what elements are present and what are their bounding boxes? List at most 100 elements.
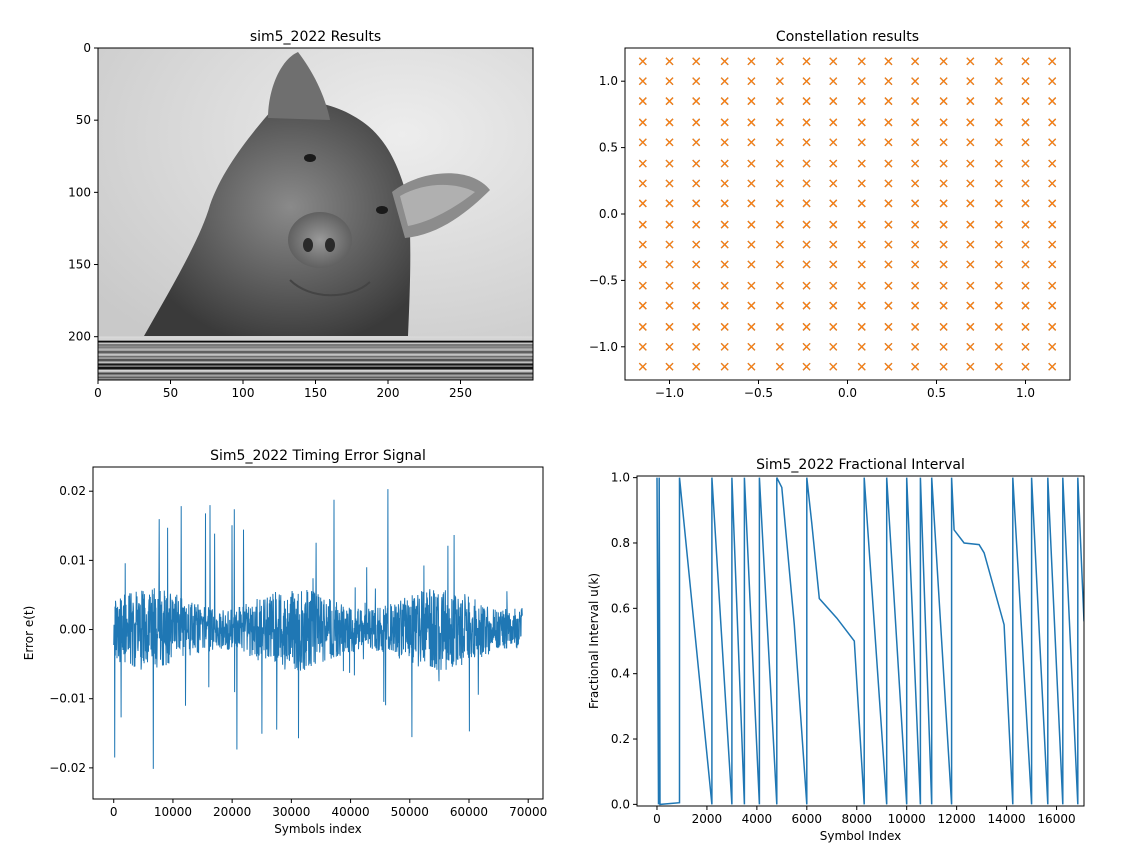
constellation-point [911, 301, 920, 310]
x-tick-label: 4000 [742, 812, 773, 826]
constellation-point [857, 301, 866, 310]
y-tick-label: 1.0 [611, 471, 630, 485]
constellation-point [911, 240, 920, 249]
constellation-point [692, 77, 701, 86]
y-tick-label: 150 [68, 258, 91, 272]
constellation-point [911, 281, 920, 290]
noise-stripe [98, 353, 533, 356]
constellation-point [966, 260, 975, 269]
constellation-point [994, 260, 1003, 269]
constellation-point [692, 179, 701, 188]
y-axis-label: Fractional Interval u(k) [587, 573, 601, 709]
constellation-point [857, 179, 866, 188]
constellation-point [829, 260, 838, 269]
noise-stripe [98, 366, 533, 370]
constellation-point [638, 77, 647, 86]
constellation-point [939, 220, 948, 229]
constellation-point [665, 118, 674, 127]
constellation-point [802, 118, 811, 127]
y-tick-label: 50 [76, 113, 91, 127]
constellation-point [1021, 260, 1030, 269]
constellation-point [1048, 260, 1057, 269]
constellation-point [638, 301, 647, 310]
constellation-point [747, 322, 756, 331]
constellation-point [1048, 179, 1057, 188]
constellation-point [1021, 57, 1030, 66]
noise-stripe [98, 376, 533, 378]
noise-stripe [98, 361, 533, 363]
constellation-point [692, 220, 701, 229]
constellation-point [911, 159, 920, 168]
constellation-point [1048, 362, 1057, 371]
pig-eye [376, 206, 388, 214]
constellation-point [829, 179, 838, 188]
constellation-point [692, 342, 701, 351]
constellation-point [829, 159, 838, 168]
noise-stripe [98, 350, 533, 354]
constellation-point [802, 362, 811, 371]
constellation-point [966, 77, 975, 86]
constellation-point [638, 342, 647, 351]
constellation-point [994, 240, 1003, 249]
constellation-point [1021, 342, 1030, 351]
constellation-point [802, 199, 811, 208]
constellation-point [692, 97, 701, 106]
constellation-point [747, 240, 756, 249]
constellation-point [857, 260, 866, 269]
constellation-point [775, 322, 784, 331]
noise-stripe [98, 355, 533, 358]
constellation-point [857, 240, 866, 249]
constellation-point [747, 179, 756, 188]
constellation-point [665, 240, 674, 249]
x-tick-label: 200 [377, 386, 400, 400]
constellation-point [884, 57, 893, 66]
constellation-point [911, 118, 920, 127]
constellation-point [1021, 301, 1030, 310]
constellation-point [775, 199, 784, 208]
constellation-point [720, 220, 729, 229]
fractional-interval-line [656, 477, 1084, 806]
constellation-point [802, 179, 811, 188]
x-tick-label: 150 [304, 386, 327, 400]
constellation-point [857, 97, 866, 106]
constellation-point [720, 301, 729, 310]
y-tick-label: −0.5 [589, 273, 618, 287]
y-tick-label: −0.01 [49, 692, 86, 706]
constellation-point [747, 362, 756, 371]
x-axis-label: Symbols index [274, 822, 362, 836]
y-tick-label: 0.2 [611, 732, 630, 746]
noise-stripe [98, 343, 533, 347]
pig-photo [144, 52, 490, 336]
constellation-point [1021, 240, 1030, 249]
constellation-point [665, 322, 674, 331]
constellation-point [1048, 281, 1057, 290]
constellation-point [720, 362, 729, 371]
constellation-point [939, 362, 948, 371]
x-tick-label: 0.0 [838, 386, 857, 400]
x-tick-label: 50000 [391, 805, 429, 819]
y-tick-label: 0.0 [599, 207, 618, 221]
constellation-point [1021, 159, 1030, 168]
y-tick-label: 0.02 [59, 484, 86, 498]
constellation-point [884, 138, 893, 147]
pig-mouth [289, 279, 371, 297]
constellation-point [775, 240, 784, 249]
constellation-point [994, 199, 1003, 208]
constellation-point [939, 57, 948, 66]
constellation-point [857, 342, 866, 351]
constellation-point [802, 322, 811, 331]
noise-stripe [98, 369, 533, 372]
constellation-point [775, 57, 784, 66]
x-tick-label: 100 [232, 386, 255, 400]
constellation-point [884, 77, 893, 86]
constellation-point [1021, 118, 1030, 127]
constellation-point [802, 159, 811, 168]
x-tick-label: 0 [653, 812, 661, 826]
noise-stripe [98, 357, 533, 359]
constellation-point [720, 179, 729, 188]
x-tick-label: 14000 [987, 812, 1025, 826]
constellation-point [994, 342, 1003, 351]
x-tick-label: 1.0 [1016, 386, 1035, 400]
x-tick-label: 40000 [331, 805, 369, 819]
constellation-point [911, 322, 920, 331]
